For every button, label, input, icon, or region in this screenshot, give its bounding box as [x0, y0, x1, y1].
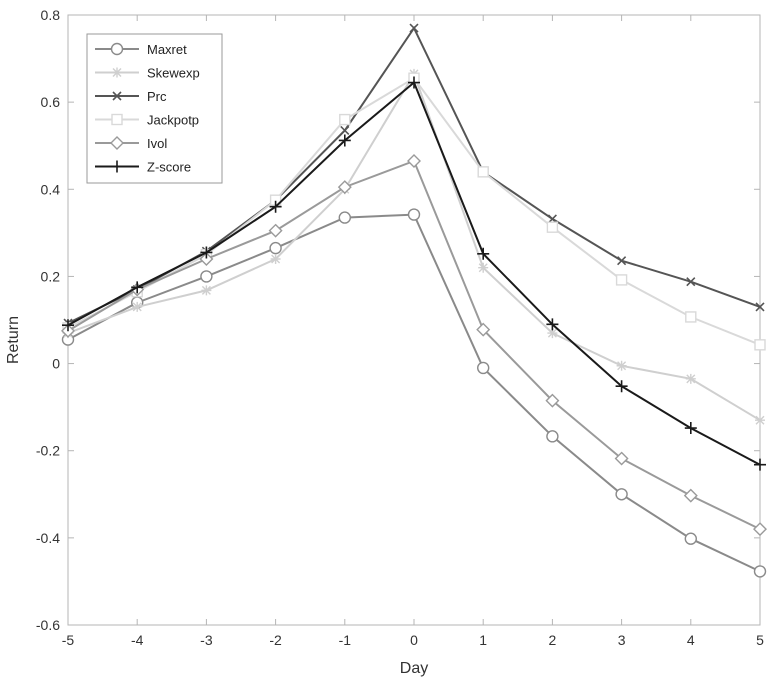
legend-label: Ivol — [147, 136, 167, 151]
y-tick-label: -0.6 — [36, 617, 60, 633]
x-tick-label: 4 — [687, 632, 695, 648]
data-point-ivol — [545, 393, 560, 408]
data-point-skewexp — [270, 254, 281, 264]
data-point-jackpotp — [685, 311, 697, 323]
data-point-z-score — [62, 319, 74, 332]
legend-item-z-score: Z-score — [95, 160, 191, 175]
data-point-prc — [617, 256, 627, 266]
data-point-z-score — [477, 247, 490, 260]
data-point-jackpotp — [477, 166, 489, 178]
data-point-ivol — [199, 252, 214, 266]
data-point-skewexp — [132, 301, 143, 312]
data-point-prc — [755, 302, 765, 312]
data-point-skewexp — [685, 373, 696, 384]
legend-label: Jackpotp — [147, 113, 199, 128]
x-tick-label: 0 — [410, 632, 418, 648]
data-point-maxret — [407, 208, 421, 221]
data-point-maxret — [546, 430, 559, 443]
legend-label: Skewexp — [147, 66, 200, 81]
x-tick-label: 3 — [618, 632, 626, 648]
x-tick-label: 1 — [479, 632, 487, 648]
data-point-maxret — [615, 488, 628, 501]
data-point-jackpotp — [754, 339, 766, 351]
legend-label: Prc — [147, 89, 167, 104]
x-tick-label: -3 — [200, 632, 213, 648]
data-point-jackpotp — [546, 221, 559, 233]
y-axis-label: Return — [5, 316, 22, 364]
y-tick-label: 0.2 — [41, 268, 61, 284]
legend-item-ivol: Ivol — [95, 136, 167, 151]
data-point-skewexp — [616, 360, 627, 371]
legend-box — [86, 33, 223, 184]
y-tick-label: 0.8 — [41, 7, 61, 23]
data-point-z-score — [684, 422, 697, 435]
data-point-z-score — [200, 246, 213, 259]
data-point-z-score — [754, 458, 766, 471]
legend-swatch-marker — [110, 136, 124, 150]
series-z-score — [62, 76, 766, 471]
data-point-prc — [340, 125, 350, 136]
x-axis-label: Day — [400, 660, 428, 677]
data-point-z-score — [615, 380, 628, 393]
legend-swatch-marker — [110, 42, 124, 56]
data-point-skewexp — [547, 328, 558, 339]
series-layer — [61, 23, 767, 578]
data-point-z-score — [408, 76, 420, 89]
legend-item-maxret: Maxret — [95, 42, 187, 57]
legend-swatch-marker — [111, 160, 123, 173]
data-point-jackpotp — [615, 274, 628, 286]
data-point-ivol — [683, 488, 698, 503]
legend: Maxret Skewexp Prc Jackpotp Ivol Z-score — [86, 33, 223, 184]
legend-swatch-marker — [112, 67, 122, 78]
legend-swatch-marker — [111, 113, 123, 126]
y-tick-label: 0.6 — [41, 94, 61, 110]
legend-label: Z-score — [147, 160, 191, 175]
data-point-maxret — [269, 241, 282, 255]
x-tick-label: -4 — [131, 632, 144, 648]
x-tick-label: -1 — [339, 632, 352, 648]
y-tick-label: 0.4 — [41, 181, 61, 197]
data-point-maxret — [200, 270, 213, 283]
data-point-prc — [686, 277, 696, 287]
legend-swatch-marker — [112, 91, 122, 101]
data-point-ivol — [337, 180, 352, 195]
x-tick-label: 2 — [549, 632, 557, 648]
data-point-z-score — [338, 134, 351, 147]
legend-item-jackpotp: Jackpotp — [95, 113, 199, 128]
data-point-ivol — [476, 322, 491, 337]
data-point-z-score — [269, 200, 282, 213]
data-point-maxret — [477, 361, 490, 375]
data-point-z-score — [131, 281, 144, 294]
x-axis-ticks: -5 -4 -3 -2 -1 0 1 2 3 4 5 — [62, 15, 764, 648]
y-tick-label: -0.4 — [36, 530, 60, 546]
y-tick-label: -0.2 — [36, 443, 60, 459]
data-point-ivol — [407, 153, 421, 168]
data-point-prc — [409, 23, 419, 33]
legend-item-skewexp: Skewexp — [95, 66, 200, 81]
x-tick-label: -2 — [269, 632, 282, 648]
data-point-skewexp — [201, 285, 212, 296]
y-axis-ticks: -0.6 -0.4 -0.2 0 0.2 0.4 0.6 0.8 — [36, 7, 760, 633]
data-point-jackpotp — [339, 113, 351, 126]
data-point-ivol — [614, 451, 629, 466]
x-tick-label: 5 — [756, 632, 764, 648]
data-point-maxret — [684, 532, 697, 545]
data-point-ivol — [268, 223, 283, 238]
legend-label: Maxret — [147, 42, 187, 57]
data-point-maxret — [753, 565, 767, 578]
data-point-z-score — [546, 318, 559, 331]
data-point-ivol — [753, 522, 767, 537]
data-point-maxret — [338, 211, 351, 224]
legend-item-prc: Prc — [95, 89, 167, 104]
data-point-skewexp — [478, 262, 489, 273]
y-tick-label: 0 — [52, 356, 60, 372]
x-tick-label: -5 — [62, 632, 75, 648]
data-point-skewexp — [755, 415, 765, 426]
